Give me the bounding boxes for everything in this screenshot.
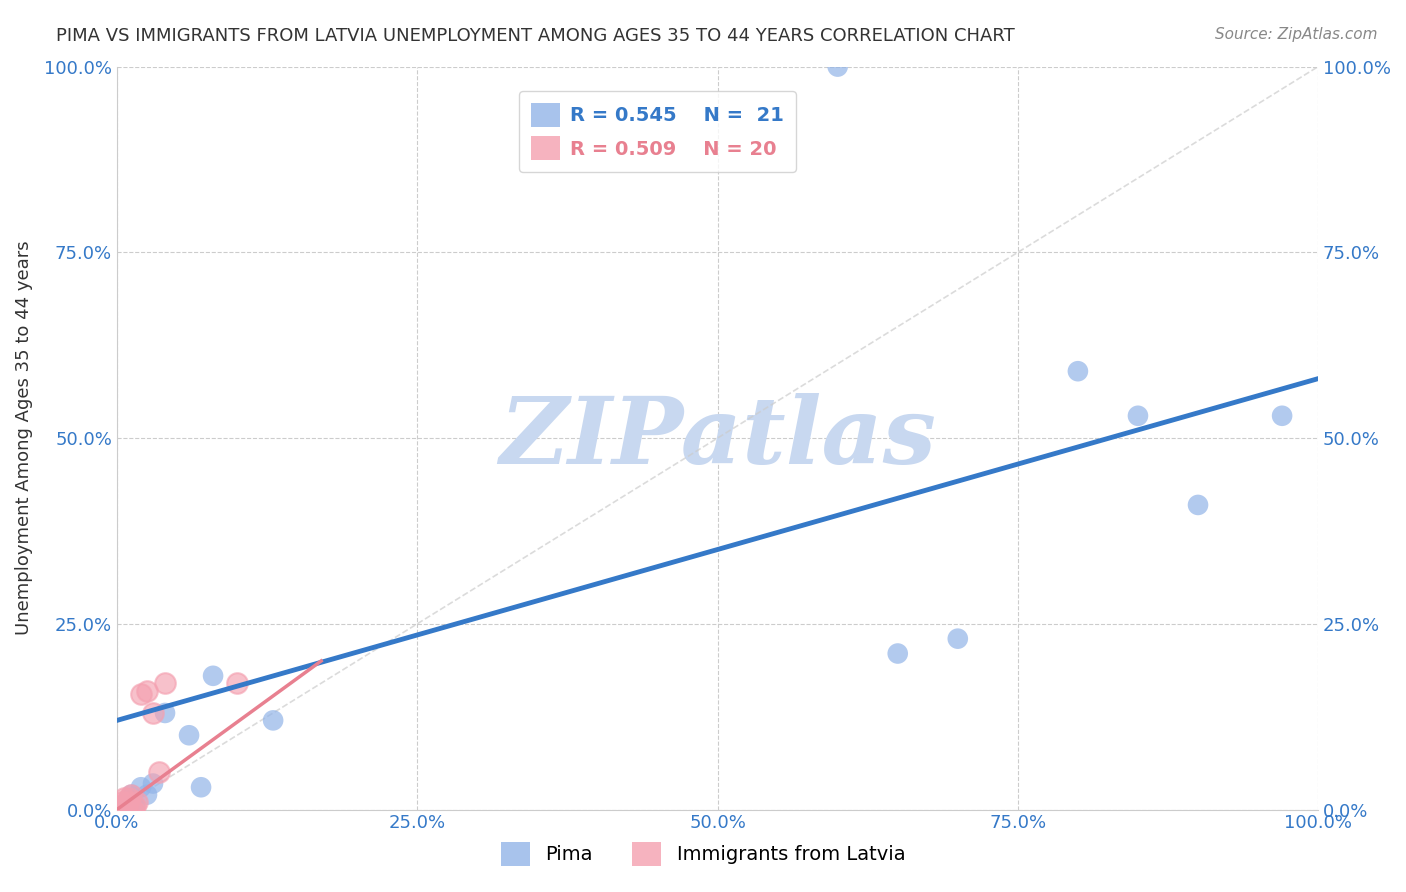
Point	[136, 683, 159, 698]
Point	[124, 798, 146, 813]
Point	[946, 632, 969, 646]
Point	[118, 791, 141, 805]
Point	[827, 60, 849, 74]
Point	[153, 706, 176, 720]
Point	[142, 776, 165, 790]
Point	[120, 788, 142, 802]
Point	[1067, 364, 1090, 378]
Text: Source: ZipAtlas.com: Source: ZipAtlas.com	[1215, 27, 1378, 42]
Point	[127, 795, 149, 809]
Point	[120, 788, 142, 802]
Point	[129, 687, 152, 701]
Point	[114, 803, 136, 817]
Text: PIMA VS IMMIGRANTS FROM LATVIA UNEMPLOYMENT AMONG AGES 35 TO 44 YEARS CORRELATIO: PIMA VS IMMIGRANTS FROM LATVIA UNEMPLOYM…	[56, 27, 1015, 45]
Point	[1187, 498, 1209, 512]
Point	[190, 780, 212, 795]
Point	[262, 714, 284, 728]
Point	[148, 765, 170, 780]
Point	[115, 795, 138, 809]
Point	[202, 669, 225, 683]
Text: ZIPatlas: ZIPatlas	[499, 393, 936, 483]
Point	[226, 676, 249, 690]
Point	[121, 803, 143, 817]
Point	[111, 795, 134, 809]
Point	[177, 728, 200, 742]
Point	[111, 803, 134, 817]
Legend: Pima, Immigrants from Latvia: Pima, Immigrants from Latvia	[494, 834, 912, 873]
Point	[153, 676, 176, 690]
Point	[110, 803, 132, 817]
Point	[124, 798, 146, 813]
Point	[115, 798, 138, 813]
Point	[1271, 409, 1294, 423]
Point	[117, 795, 139, 809]
Point	[136, 788, 159, 802]
Y-axis label: Unemployment Among Ages 35 to 44 years: Unemployment Among Ages 35 to 44 years	[15, 241, 32, 635]
Point	[1126, 409, 1149, 423]
Point	[112, 791, 135, 805]
Point	[129, 780, 152, 795]
Point	[105, 803, 128, 817]
Point	[886, 647, 908, 661]
Point	[108, 798, 131, 813]
Point	[118, 791, 141, 805]
Point	[142, 706, 165, 720]
Point	[111, 798, 134, 813]
Legend: R = 0.545    N =  21, R = 0.509    N = 20: R = 0.545 N = 21, R = 0.509 N = 20	[519, 91, 796, 171]
Point	[118, 798, 141, 813]
